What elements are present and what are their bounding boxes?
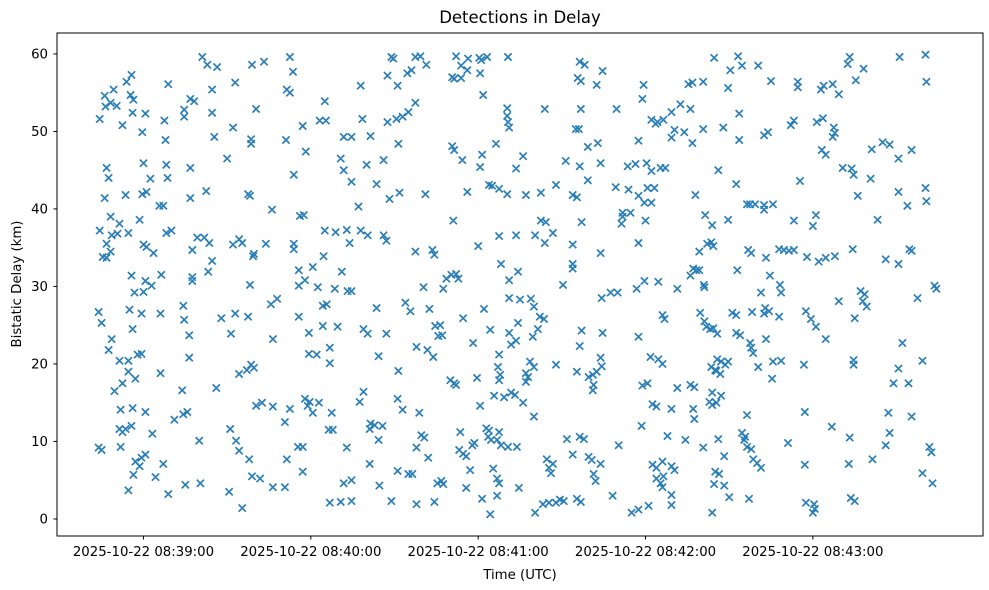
y-tick-label: 10 bbox=[31, 435, 48, 450]
chart-title: Detections in Delay bbox=[439, 8, 601, 27]
y-tick-label: 50 bbox=[31, 125, 48, 140]
x-axis-label: Time (UTC) bbox=[482, 568, 557, 583]
y-tick-label: 20 bbox=[31, 358, 48, 373]
x-tick-label: 2025-10-22 08:43:00 bbox=[742, 545, 883, 560]
x-tick-label: 2025-10-22 08:42:00 bbox=[575, 545, 716, 560]
y-tick-label: 60 bbox=[31, 48, 48, 63]
x-tick-label: 2025-10-22 08:41:00 bbox=[408, 545, 549, 560]
plot-area: 2025-10-22 08:39:00 2025-10-22 08:40:00 20… bbox=[31, 32, 984, 560]
y-tick-label: 0 bbox=[40, 513, 48, 528]
scatter-points bbox=[94, 50, 941, 519]
x-tick-label: 2025-10-22 08:40:00 bbox=[240, 545, 381, 560]
y-tick-label: 40 bbox=[31, 203, 48, 218]
y-tick-label: 30 bbox=[31, 280, 48, 295]
y-axis-label: Bistatic Delay (km) bbox=[10, 221, 25, 348]
x-tick-label: 2025-10-22 08:39:00 bbox=[73, 545, 214, 560]
axes-frame bbox=[56, 32, 984, 537]
